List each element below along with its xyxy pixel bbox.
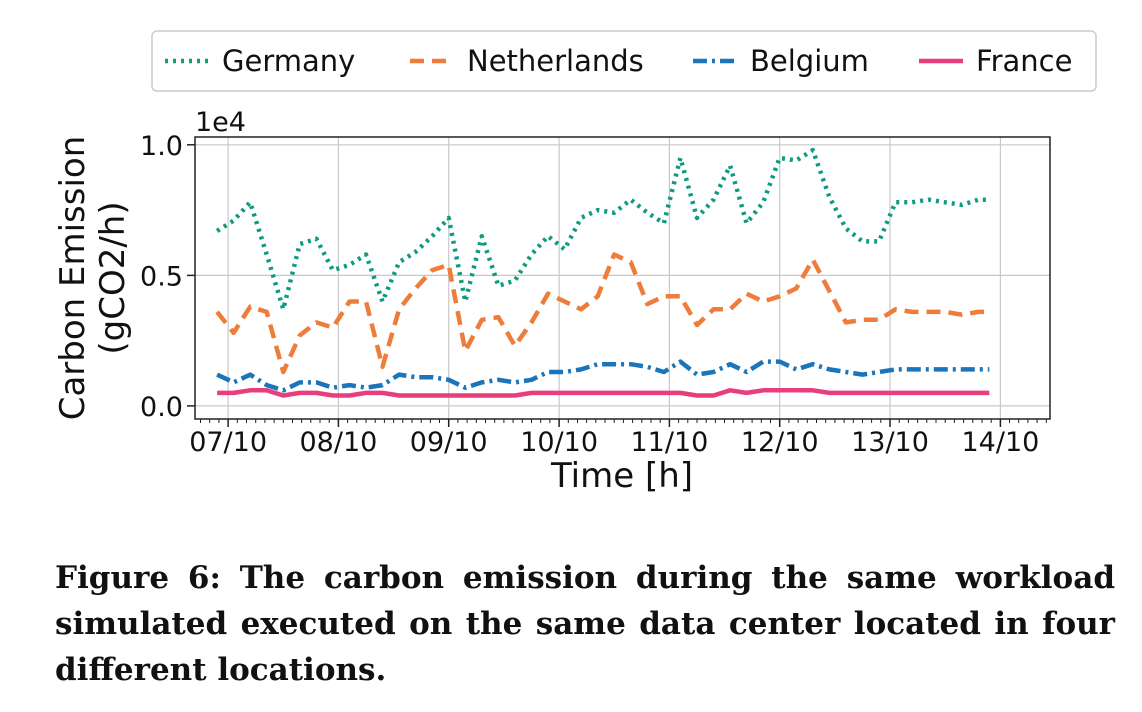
x-tick-label: 08/10 <box>299 427 377 458</box>
series-lines <box>215 147 990 398</box>
plot-area-frame <box>194 136 1051 420</box>
chart-legend: Germany Netherlands Belgium France <box>151 30 1097 92</box>
grid-lines <box>195 137 1050 419</box>
y-tick-label: 1.0 <box>140 131 183 162</box>
legend-label-netherlands: Netherlands <box>467 44 644 78</box>
series-line-netherlands <box>215 252 990 375</box>
carbon-emission-line-chart: Germany Netherlands Belgium France 07/10 08/… <box>53 30 1097 496</box>
legend-label-germany: Germany <box>222 44 355 78</box>
x-tick-label: 10/10 <box>520 427 598 458</box>
y-axis-label: Carbon Emission (gCO2/h) <box>53 136 133 421</box>
x-tick-label: 12/10 <box>741 427 819 458</box>
x-tick-label: 11/10 <box>630 427 708 458</box>
axes: 07/10 08/10 09/10 10/10 11/10 12/10 13/10 14/10… <box>140 131 1047 458</box>
y-tick-label: 0.0 <box>140 392 183 423</box>
figure-caption: Figure 6: The carbon emission during the… <box>55 560 1115 688</box>
series-line-france <box>217 388 990 398</box>
x-tick-label: 13/10 <box>851 427 929 458</box>
x-axis-label: Time [h] <box>550 456 693 496</box>
x-tick-label: 14/10 <box>961 427 1039 458</box>
y-axis-offset-label: 1e4 <box>195 107 246 138</box>
y-tick-label: 0.5 <box>140 261 183 292</box>
x-tick-label: 07/10 <box>189 427 267 458</box>
series-line-belgium <box>216 359 990 393</box>
legend-label-belgium: Belgium <box>750 44 869 78</box>
y-axis-label-line-2: (gCO2/h) <box>93 201 133 354</box>
x-tick-label: 09/10 <box>410 427 488 458</box>
legend-frame <box>151 30 1097 92</box>
legend-label-france: France <box>976 44 1072 78</box>
series-line-germany <box>215 147 990 312</box>
y-axis-label-line-1: Carbon Emission <box>53 136 93 421</box>
